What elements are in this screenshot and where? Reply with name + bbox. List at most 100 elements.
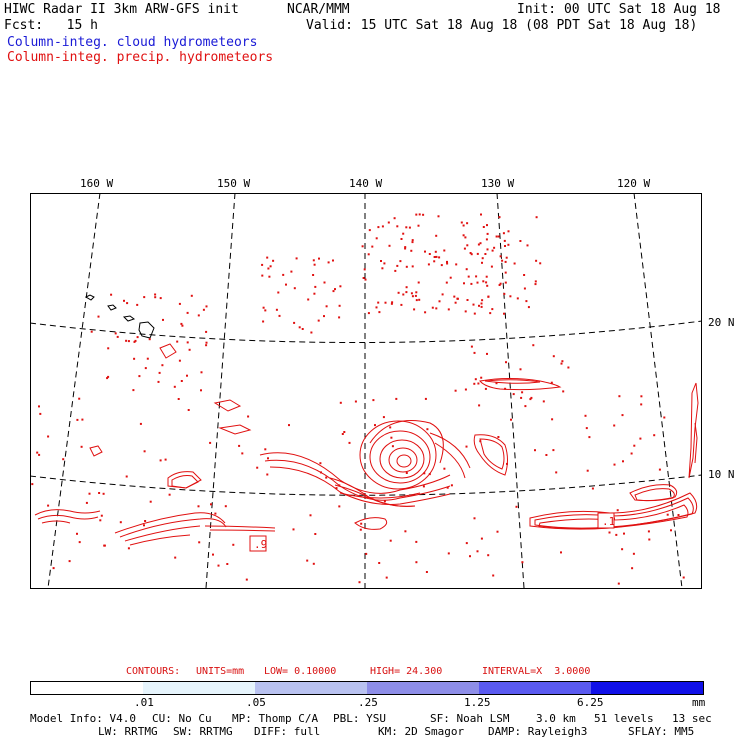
precip-dot <box>282 273 285 276</box>
precip-dot <box>466 244 469 247</box>
precip-dot <box>428 253 431 255</box>
precip-dot <box>525 300 528 303</box>
precip-dot <box>481 257 484 260</box>
precip-dot <box>415 213 418 216</box>
precip-dot <box>80 445 83 448</box>
cluster-west-4 <box>213 399 242 412</box>
precip-dot <box>487 295 490 298</box>
precip-dot <box>99 519 102 522</box>
precip-dot <box>485 281 488 284</box>
precip-dot <box>119 521 122 524</box>
precip-dot <box>132 389 135 392</box>
precip-dot <box>375 306 378 309</box>
precip-dot <box>154 293 157 296</box>
scale-tick-0: .01 <box>134 696 154 709</box>
cluster-west-2 <box>89 445 103 457</box>
precip-dot <box>338 304 341 307</box>
precip-dot <box>62 458 65 461</box>
precip-dot <box>463 282 465 285</box>
precip-dot <box>493 246 496 249</box>
precip-dot <box>613 463 616 466</box>
scale-tick-2: .25 <box>358 696 378 709</box>
precip-dot <box>173 385 176 388</box>
precip-dot <box>210 503 212 506</box>
precip-dot <box>509 295 512 298</box>
precip-dot <box>256 466 259 469</box>
precip-dot <box>367 253 370 256</box>
precip-dot <box>545 454 548 456</box>
precip-dot <box>309 514 312 517</box>
precip-dot <box>405 226 408 229</box>
precip-dot <box>505 256 508 259</box>
precip-dot <box>480 305 483 308</box>
island-oahu <box>107 304 117 311</box>
precip-dot <box>76 418 79 421</box>
precip-dot <box>455 263 458 266</box>
footer-resolution: 3.0 km <box>536 712 576 725</box>
precip-dot <box>68 560 71 563</box>
precip-dot <box>495 235 498 238</box>
precip-dot <box>247 415 250 418</box>
precip-dot <box>424 250 426 253</box>
precip-dot <box>496 530 499 533</box>
precip-dot <box>361 245 364 248</box>
precip-dot <box>295 257 298 260</box>
precip-dot <box>367 312 370 315</box>
precip-dot <box>277 291 280 294</box>
precip-dot <box>395 397 398 400</box>
footer-mp: MP: Thomp C/A <box>232 712 319 725</box>
precip-dot <box>78 397 81 400</box>
precip-dot <box>146 357 149 360</box>
precip-dot <box>561 360 564 363</box>
precip-dot <box>267 267 270 270</box>
precip-dot <box>473 517 476 520</box>
precip-dot <box>339 285 342 288</box>
precip-dot <box>478 304 480 307</box>
precip-dot <box>560 551 562 554</box>
precip-dot <box>523 287 526 290</box>
precip-dot <box>313 263 316 266</box>
precip-dot <box>397 291 400 294</box>
precip-dot <box>391 301 394 304</box>
parallel-10n <box>30 474 702 496</box>
footer-sf: SF: Noah LSM <box>430 712 510 725</box>
precip-dot <box>389 426 392 429</box>
precip-dot <box>136 303 139 306</box>
hawaii-coastline <box>84 294 155 339</box>
precip-dot <box>481 261 483 264</box>
precip-dot <box>383 500 386 503</box>
footer-damp: DAMP: Rayleigh3 <box>488 725 588 738</box>
precip-dot <box>434 250 437 253</box>
precip-dot <box>78 541 81 544</box>
contours-interval: INTERVAL=X 3.0000 <box>482 666 591 677</box>
precip-dot <box>410 249 413 252</box>
precip-dot <box>462 224 465 227</box>
precip-dot <box>383 262 386 265</box>
precip-dot <box>186 374 188 377</box>
precip-dot <box>134 339 137 342</box>
precip-dot <box>465 542 468 545</box>
precip-dot <box>318 257 320 260</box>
contour-box-labels: .9 .1 <box>249 512 615 552</box>
contours-units: UNITS=mm <box>196 666 245 677</box>
precip-dot <box>338 505 341 508</box>
precip-dot <box>410 292 413 295</box>
precip-dot <box>317 319 320 322</box>
precip-dot <box>261 274 264 277</box>
precip-dot <box>136 336 139 339</box>
precip-dot <box>479 242 482 245</box>
precip-dot <box>532 344 535 347</box>
precip-dot <box>446 262 449 265</box>
precip-dot <box>454 301 457 304</box>
precip-dot <box>380 260 382 262</box>
precip-dot <box>85 501 88 504</box>
precip-dot <box>617 582 620 585</box>
precip-dot <box>88 492 91 495</box>
parallel-20n <box>30 320 702 343</box>
precip-dot <box>181 324 184 327</box>
lat-label-20n: 20 N <box>708 316 735 329</box>
footer-diff: DIFF: full <box>254 725 321 738</box>
precip-dot <box>261 263 264 266</box>
band-southwest <box>114 512 276 546</box>
precip-dot <box>327 261 330 264</box>
